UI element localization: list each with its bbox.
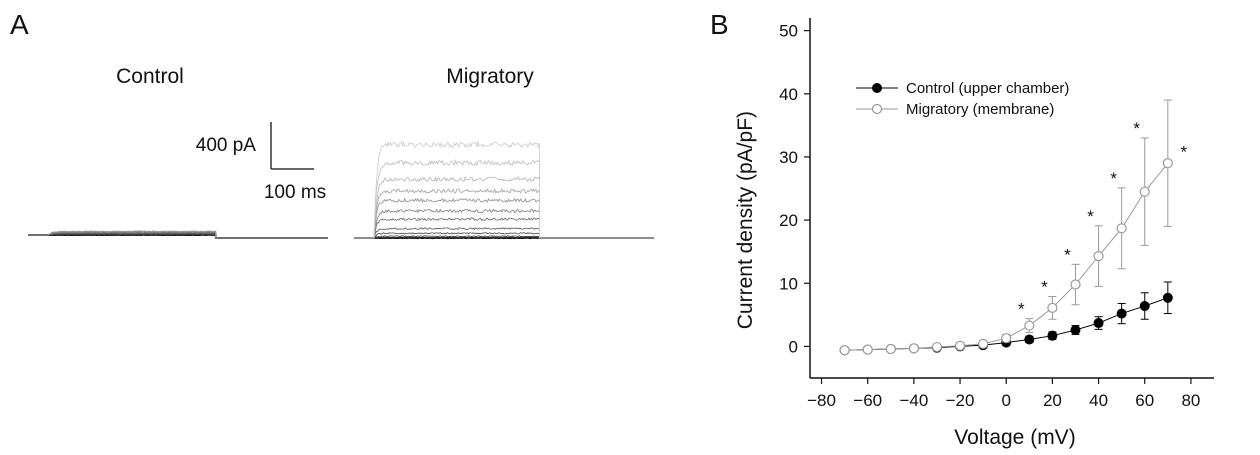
migratory-current-trace — [354, 140, 654, 239]
x-tick-label: 20 — [1043, 391, 1062, 410]
y-tick-label: 40 — [779, 85, 798, 104]
data-point — [1139, 301, 1150, 311]
control-trace-label: Control — [116, 65, 184, 88]
data-point — [1070, 325, 1081, 335]
y-tick-label: 0 — [789, 337, 798, 356]
data-point — [1070, 279, 1081, 290]
migratory-current-trace — [354, 236, 654, 239]
scale-bar-time-label: 100 ms — [264, 182, 326, 203]
data-point — [1116, 223, 1127, 234]
scale-bar-current-label: 400 pA — [196, 135, 257, 156]
data-point — [1162, 292, 1173, 303]
x-tick-label: 0 — [1001, 391, 1010, 410]
x-tick-label: −60 — [853, 391, 882, 410]
migratory-current-trace — [354, 208, 654, 239]
data-point — [954, 340, 966, 351]
migratory-trace-label: Migratory — [446, 65, 534, 88]
migratory-current-trace — [354, 217, 654, 239]
data-point — [1093, 251, 1104, 262]
x-tick-label: −40 — [899, 391, 928, 410]
y-axis-label: Current density (pA/pF) — [734, 111, 757, 329]
migratory-current-trace — [354, 197, 654, 239]
data-point — [1116, 308, 1127, 319]
panel-a-letter: A — [10, 9, 29, 40]
data-point — [1047, 330, 1058, 341]
iv-plot: −80 −60 −40 −20 0 20 40 60 80 0 10 20 30 40 50 Voltage … — [734, 18, 1214, 449]
data-point — [1001, 333, 1012, 344]
significance-asterisk: * — [1064, 245, 1071, 264]
data-point — [908, 343, 919, 354]
control-current-trace — [28, 233, 328, 239]
migratory-traces — [354, 140, 654, 240]
data-point — [885, 343, 896, 355]
control-traces — [28, 230, 328, 239]
legend-item: Control (upper chamber) — [856, 80, 1069, 97]
significance-asterisk: * — [1041, 278, 1048, 297]
data-point — [1162, 158, 1173, 169]
significance-asterisk: * — [1110, 169, 1117, 188]
data-point — [1093, 318, 1104, 329]
control-current-trace — [28, 230, 328, 239]
series-control — [839, 281, 1173, 356]
significance-asterisk: * — [1181, 142, 1188, 161]
x-tick-label: 60 — [1135, 391, 1154, 410]
data-point — [862, 344, 873, 355]
legend-label: Migratory (membrane) — [906, 101, 1054, 118]
migratory-current-trace — [354, 175, 654, 239]
data-point — [1139, 186, 1150, 197]
control-current-trace — [28, 232, 328, 239]
legend-marker — [872, 83, 882, 93]
data-point — [1024, 320, 1035, 331]
legend-marker — [871, 103, 883, 115]
scale-bar: 400 pA 100 ms — [196, 122, 326, 203]
significance-asterisk: * — [1087, 207, 1094, 226]
x-tick-label: 80 — [1181, 391, 1200, 410]
migratory-current-trace — [354, 232, 654, 239]
control-current-trace — [28, 233, 328, 239]
legend-label: Control (upper chamber) — [906, 80, 1069, 97]
data-point — [978, 338, 989, 349]
y-tick-label: 30 — [779, 148, 798, 167]
data-point — [1024, 334, 1035, 345]
y-tick-label: 50 — [779, 22, 798, 41]
legend-item: Migratory (membrane) — [856, 101, 1054, 118]
y-tick-label: 20 — [779, 211, 798, 230]
x-tick-label: −80 — [807, 391, 836, 410]
significance-asterisk: * — [1018, 300, 1025, 319]
legend: Control (upper chamber) Migratory (membra… — [856, 80, 1069, 118]
y-tick-label: 10 — [779, 274, 798, 293]
migratory-current-trace — [354, 187, 654, 239]
x-tick-label: 40 — [1089, 391, 1108, 410]
series-line — [844, 162, 1169, 351]
x-tick-label: −20 — [946, 391, 975, 410]
data-point — [1047, 302, 1058, 313]
panel-b-letter: B — [710, 9, 729, 40]
migratory-current-trace — [354, 158, 654, 239]
migratory-current-trace — [354, 235, 654, 239]
data-point — [839, 345, 850, 356]
migratory-current-trace — [354, 227, 654, 239]
data-point — [931, 341, 943, 353]
significance-asterisk: * — [1133, 119, 1140, 138]
x-axis-label: Voltage (mV) — [954, 426, 1075, 449]
series-migratory: * * * * * * * — [839, 99, 1188, 356]
